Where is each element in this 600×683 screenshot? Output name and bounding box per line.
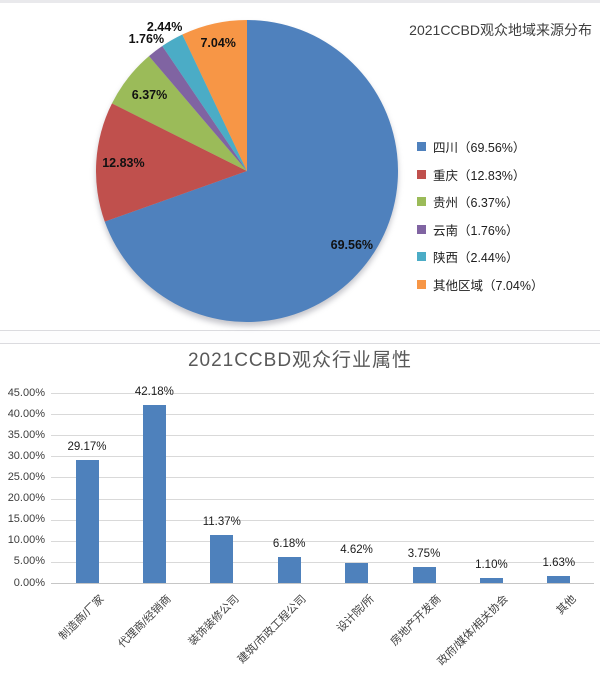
gridline [51,477,594,479]
y-axis-tick-label: 15.00% [7,513,45,526]
bar-建筑/市政工程公司 [277,556,301,583]
pie-data-label: 7.04% [200,35,236,50]
pie-data-label: 12.83% [102,156,145,171]
legend-item-陕西: 陕西（2.44%） [417,247,518,266]
x-axis-line [51,583,594,584]
pie-data-label: 69.56% [330,237,374,252]
legend-label: 其他区域（7.04%） [433,279,544,293]
pie-slice-云南 [149,46,247,171]
bar-政府/媒体/相关协会 [479,578,503,583]
pie-slice-陕西 [162,34,247,171]
legend-marker-icon [417,252,426,262]
pie-slice-四川 [104,20,398,322]
bar-其他 [547,576,571,583]
bar-房地产开发商 [412,567,436,583]
bar-value-label: 4.62% [340,544,373,557]
y-axis-tick-label: 0.00% [13,576,45,589]
legend-item-其他区域: 其他区域（7.04%） [417,275,543,294]
gridline [51,540,594,542]
legend-item-四川: 四川（69.56%） [417,137,525,156]
bar-value-label: 3.75% [407,548,441,561]
y-axis-tick-label: 5.00% [13,555,45,568]
bar-代理商/经销商 [142,404,166,583]
y-axis-tick-label: 25.00% [7,470,45,483]
legend-label: 重庆（12.83%） [433,168,526,183]
bar-装饰装修公司 [210,534,234,583]
pie-chart-title: 2021CCBD观众地域来源分布 [409,22,592,38]
legend-label: 云南（1.76%） [433,223,519,238]
pie-slice-重庆 [96,103,247,222]
pie-slice-贵州 [111,56,247,171]
legend-label: 贵州（6.37%） [433,196,519,211]
y-axis-tick-label: 40.00% [7,407,45,420]
bar-设计院/所 [345,563,369,583]
legend-marker-icon [417,142,426,151]
pie-data-label: 1.76% [128,31,165,46]
gridline [51,435,594,437]
legend-marker-icon [417,197,426,207]
gridline [51,414,594,416]
pie-plot [96,20,398,322]
legend-marker-icon [417,280,426,289]
pie-slice-其他区域 [182,20,247,171]
y-axis-tick-label: 30.00% [7,449,45,462]
y-axis-tick-label: 10.00% [7,534,45,547]
bar-chart-card [0,343,600,683]
bar-chart-title: 2021CCBD观众行业属性 [187,350,413,371]
legend-marker-icon [417,169,426,179]
y-axis-tick-label: 35.00% [7,428,45,441]
y-axis-tick-label: 20.00% [7,492,45,505]
gridline [51,519,594,521]
gridline [51,456,594,458]
bar-value-label: 6.18% [272,537,306,550]
pie-data-label: 6.37% [131,87,168,102]
bar-value-label: 1.10% [475,559,508,572]
bar-value-label: 29.17% [67,440,107,453]
bar-制造商/厂家 [75,459,99,583]
legend-marker-icon [417,224,426,234]
pie-data-label: 2.44% [146,19,183,34]
gridline [51,561,594,563]
gridline [51,498,594,500]
bar-value-label: 1.63% [542,557,576,570]
legend-item-贵州: 贵州（6.37%） [417,192,518,211]
gridline [51,393,594,394]
legend-label: 陕西（2.44%） [433,251,519,266]
legend-label: 四川（69.56%） [433,141,526,155]
legend-item-云南: 云南（1.76%） [417,220,518,239]
bar-value-label: 42.18% [134,385,174,398]
y-axis-tick-label: 45.00% [7,386,45,399]
bar-value-label: 11.37% [202,515,241,528]
legend-item-重庆: 重庆（12.83%） [417,165,525,184]
